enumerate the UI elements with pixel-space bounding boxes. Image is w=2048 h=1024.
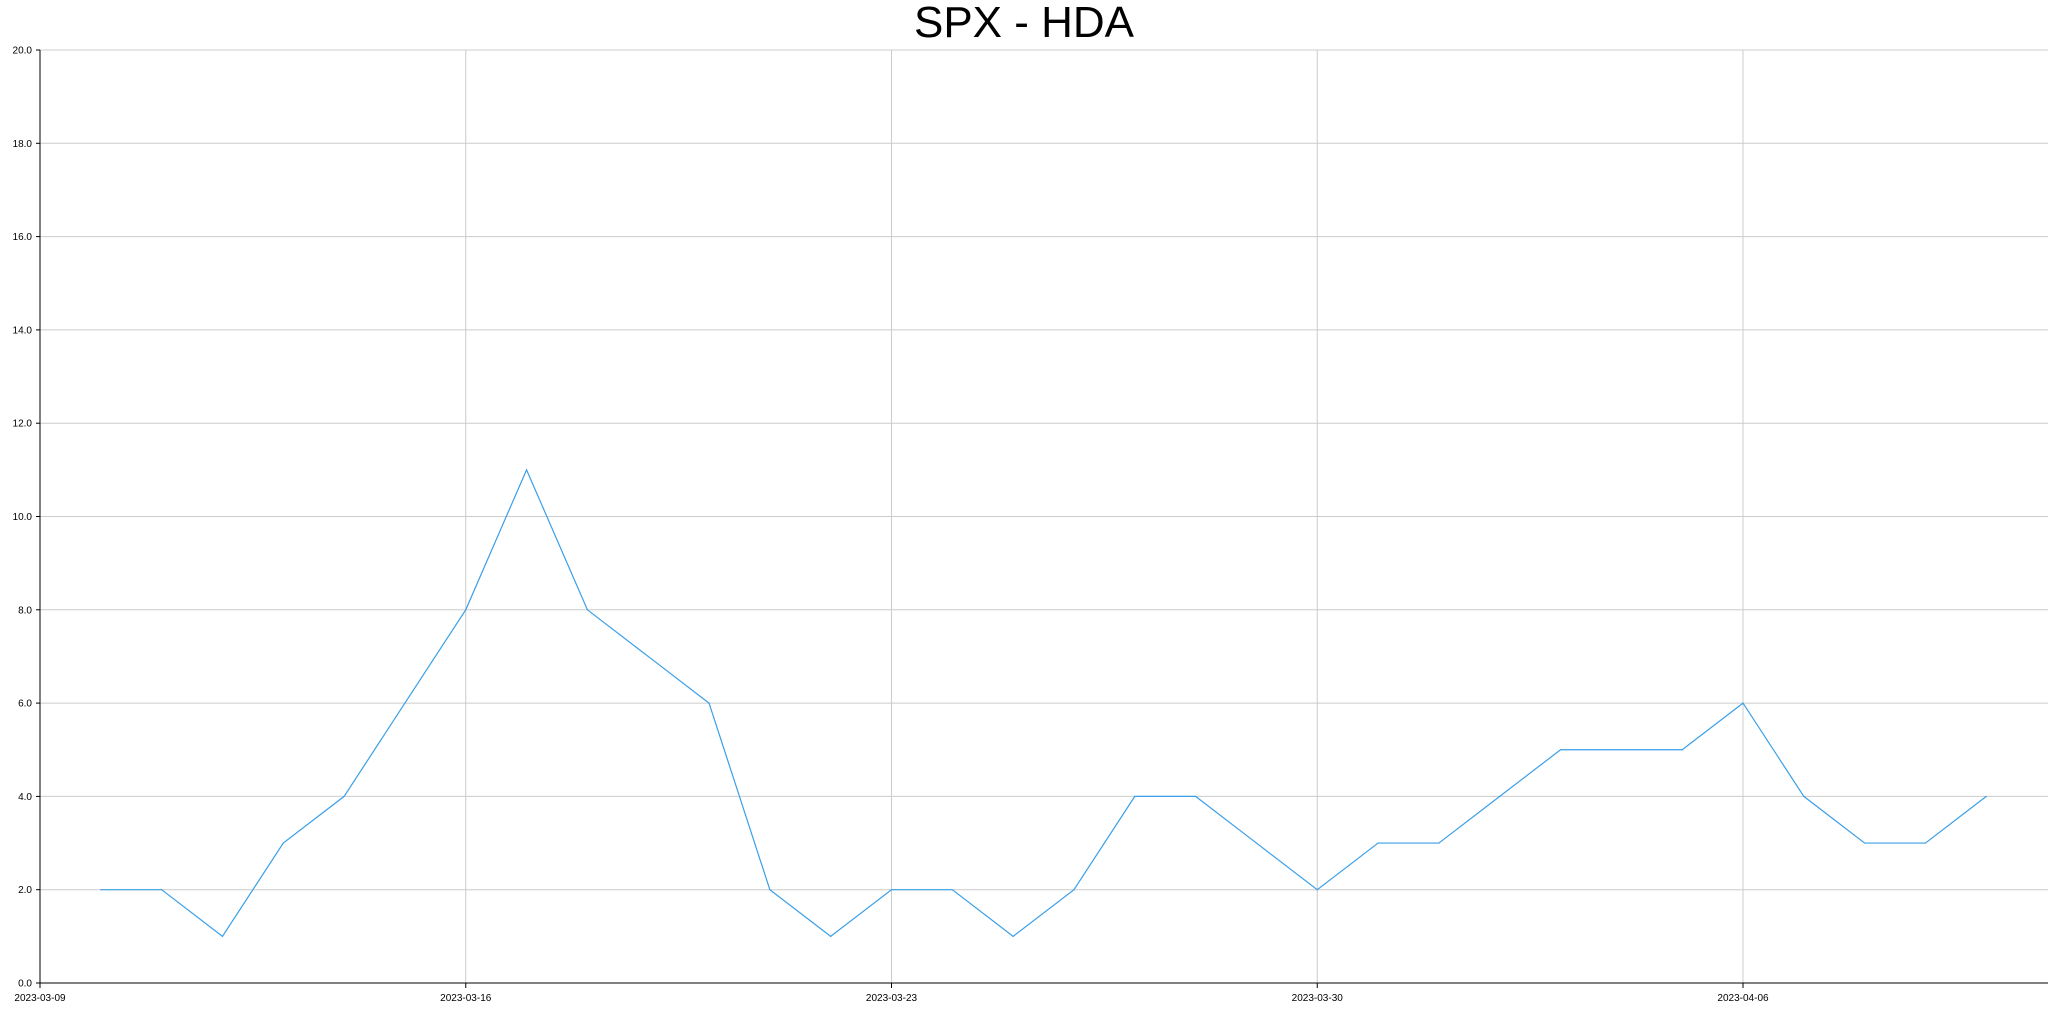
y-tick-label: 20.0 bbox=[13, 46, 33, 57]
y-tick-label: 0.0 bbox=[18, 979, 32, 990]
x-tick-label: 2023-03-23 bbox=[866, 993, 918, 1004]
x-tick-label: 2023-03-30 bbox=[1292, 993, 1344, 1004]
data-point bbox=[1803, 795, 1805, 798]
y-tick-label: 6.0 bbox=[18, 699, 32, 710]
series-line bbox=[100, 468, 1987, 938]
data-point bbox=[1499, 795, 1501, 798]
data-point bbox=[1681, 749, 1683, 751]
data-point bbox=[1559, 749, 1562, 751]
data-point bbox=[221, 935, 224, 937]
y-tick-label: 8.0 bbox=[18, 605, 32, 616]
data-point bbox=[890, 889, 893, 891]
data-point bbox=[1742, 702, 1744, 704]
y-tick-label: 10.0 bbox=[13, 512, 33, 523]
data-point bbox=[951, 889, 953, 891]
data-point bbox=[465, 609, 467, 611]
data-point bbox=[830, 935, 832, 937]
data-point bbox=[1012, 935, 1014, 937]
data-point bbox=[1864, 842, 1866, 844]
y-tick-label: 18.0 bbox=[13, 139, 33, 150]
y-tick-label: 4.0 bbox=[18, 792, 32, 803]
data-point bbox=[1134, 795, 1136, 798]
data-point bbox=[100, 889, 102, 891]
data-point bbox=[343, 795, 345, 798]
data-point bbox=[586, 609, 588, 611]
data-point bbox=[1620, 749, 1622, 751]
y-tick-label: 16.0 bbox=[13, 232, 33, 243]
data-point bbox=[647, 655, 649, 658]
data-point bbox=[404, 702, 406, 704]
data-point bbox=[282, 842, 284, 844]
data-point bbox=[1255, 842, 1258, 844]
data-point bbox=[1195, 795, 1197, 798]
y-tick-label: 2.0 bbox=[18, 885, 32, 896]
x-tick-label: 2023-03-16 bbox=[440, 993, 492, 1004]
chart-title: SPX - HDA bbox=[913, 0, 1135, 47]
x-tick-label: 2023-03-09 bbox=[14, 993, 66, 1004]
data-point bbox=[1985, 795, 1987, 798]
data-point bbox=[161, 889, 163, 891]
data-point bbox=[1377, 842, 1379, 844]
data-point bbox=[525, 469, 528, 471]
data-point bbox=[1438, 842, 1440, 844]
data-point bbox=[769, 889, 771, 891]
y-tick-label: 12.0 bbox=[13, 419, 33, 430]
data-point bbox=[1073, 889, 1075, 891]
data-point bbox=[1924, 842, 1927, 844]
y-tick-label: 14.0 bbox=[13, 325, 33, 336]
data-point bbox=[1316, 889, 1318, 891]
data-point bbox=[708, 702, 710, 704]
x-tick-label: 2023-04-06 bbox=[1717, 993, 1769, 1004]
